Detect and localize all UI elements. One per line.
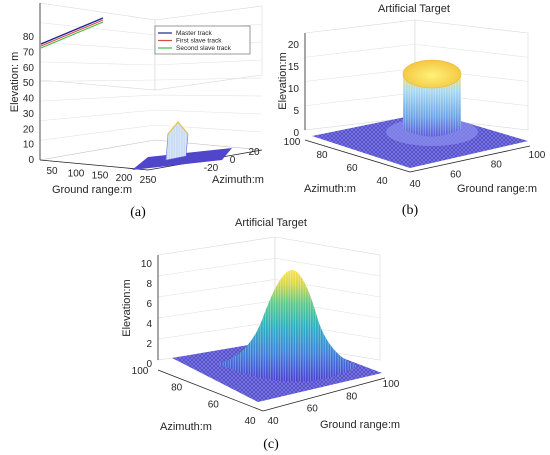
grid-line	[157, 279, 381, 298]
z-a-tick: 80	[23, 32, 35, 43]
z-b-tick: 0	[293, 128, 299, 139]
z-a-tick: 20	[23, 124, 35, 135]
legend-entry: Master track	[176, 30, 213, 37]
y-label-a: Azimuth:m	[212, 174, 264, 186]
grid-line	[304, 43, 529, 58]
y-axis-c	[157, 369, 264, 412]
legend-entry: First slave track	[176, 38, 222, 45]
x-b-tick: 80	[491, 160, 503, 171]
x-c-tick: 60	[307, 404, 319, 415]
z-c-tick: 0	[146, 359, 152, 370]
z-c-tick: 8	[146, 279, 152, 290]
ground-surface-a	[132, 148, 232, 170]
z-b-tick: 20	[288, 40, 300, 51]
y-c-tick: 80	[171, 383, 183, 394]
z-a-tick: 70	[23, 47, 35, 58]
z-label-b: Elevation:m	[277, 52, 289, 109]
x-a-tick: 250	[140, 175, 157, 186]
x-label-a: Ground range:m	[52, 184, 132, 196]
y-b-tick: 80	[316, 150, 328, 161]
y-a-tick: 20	[248, 147, 260, 158]
x-b-tick: 40	[409, 179, 421, 190]
y-c-tick: 40	[244, 416, 256, 427]
target-a-mesh	[166, 122, 188, 160]
title-c: Artificial Target	[235, 217, 307, 229]
z-b-tick: 10	[288, 84, 300, 95]
z-c-tick: 4	[146, 319, 152, 330]
z-a-tick: 50	[23, 78, 35, 89]
panel-label-a: (a)	[130, 205, 146, 220]
y-b-tick: 40	[376, 176, 388, 187]
cone-c-mesh	[218, 270, 358, 382]
y-label-c: Azimuth:m	[160, 421, 212, 433]
z-a-tick: 40	[23, 94, 35, 105]
y-c-tick: 100	[132, 366, 149, 377]
z-a-tick: 10	[23, 140, 35, 151]
y-c-tick: 60	[208, 399, 220, 410]
master-track-line	[40, 17, 104, 45]
title-b: Artificial Target	[378, 3, 450, 15]
grid-line	[39, 59, 263, 66]
x-a-tick: 100	[68, 168, 85, 179]
z-c-tick: 6	[146, 299, 152, 310]
grid-line	[39, 94, 263, 102]
x-c-tick: 80	[346, 391, 358, 402]
cylinder-b-mesh	[403, 76, 461, 137]
x-axis-c	[262, 377, 386, 412]
target-a-ridge	[167, 121, 189, 135]
cylinder-cap-b	[402, 59, 462, 89]
x-label-c: Ground range:m	[320, 419, 400, 431]
legend-entry: Second slave track	[176, 45, 232, 52]
x-axis-a	[39, 159, 149, 171]
z-b-tick: 15	[288, 62, 300, 73]
y-b-tick: 60	[346, 163, 358, 174]
y-axis-b	[304, 139, 411, 173]
y-b-tick: 100	[284, 137, 301, 148]
grid-line	[39, 109, 263, 122]
panel-label-c: (c)	[263, 437, 279, 452]
y-label-b: Azimuth:m	[304, 183, 356, 195]
grid-line	[157, 257, 381, 277]
second-slave-track-line	[40, 21, 104, 49]
grid-line	[39, 77, 263, 82]
z-label-a: Elevation: m	[9, 52, 21, 113]
z-b-tick: 5	[293, 106, 299, 117]
z-label-c: Elevation:m	[121, 279, 133, 336]
x-b-tick: 100	[529, 150, 546, 161]
z-a-tick: 0	[28, 155, 34, 166]
x-c-tick: 40	[267, 416, 279, 427]
x-a-tick: 150	[92, 171, 109, 182]
y-a-tick: -20	[204, 163, 219, 174]
x-a-tick: 50	[46, 166, 58, 177]
z-a-tick: 60	[23, 63, 35, 74]
grid-line	[39, 124, 263, 141]
x-a-tick: 200	[116, 173, 133, 184]
z-c-tick: 2	[146, 339, 152, 350]
x-c-tick: 100	[383, 379, 400, 390]
first-slave-track-line	[40, 19, 104, 47]
x-label-b: Ground range:m	[457, 183, 537, 195]
z-c-tick: 10	[141, 259, 153, 270]
panel-label-b: (b)	[402, 203, 419, 218]
z-a-tick: 30	[23, 109, 35, 120]
y-a-tick: 0	[230, 155, 236, 166]
x-b-tick: 60	[450, 169, 462, 180]
x-axis-b	[409, 145, 531, 173]
back-pane-left	[39, 2, 156, 91]
